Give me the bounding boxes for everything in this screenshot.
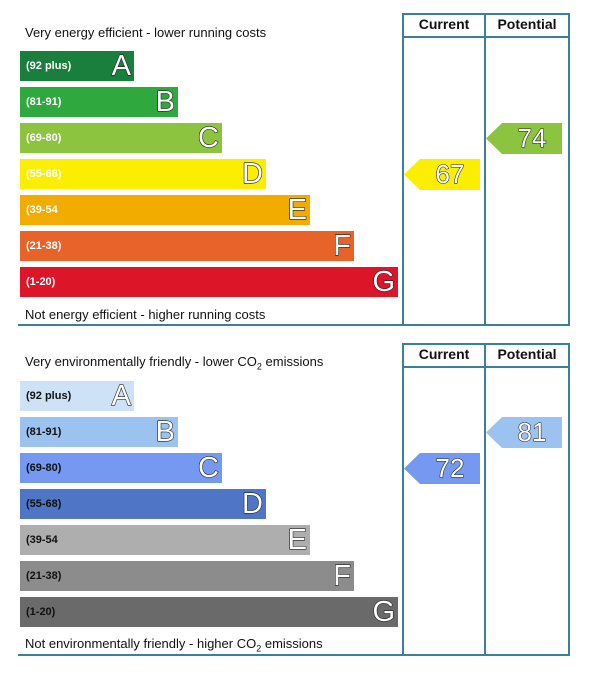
band-range-label: (1-20) [26, 276, 56, 288]
top-caption: Very energy efficient - lower running co… [25, 25, 267, 40]
frame-top [404, 343, 570, 345]
frame-divider-current [402, 13, 404, 326]
band-range-label: (81-91) [26, 426, 62, 438]
current-header: Current [418, 346, 470, 362]
potential-rating-arrow: 74 [486, 123, 562, 154]
band-letter: C [197, 451, 219, 484]
frame-header-line [404, 36, 570, 38]
band-b: (81-91) B [20, 415, 178, 449]
bottom-caption-subscript: 2 [256, 643, 262, 654]
frame-divider-potential [484, 13, 486, 326]
top-caption: Very environmentally friendly - lower CO… [25, 354, 323, 372]
band-g: (1-20) G [20, 595, 398, 629]
band-b: (81-91) B [20, 85, 178, 119]
band-letter: A [111, 379, 132, 412]
band-e: (39-54 E [20, 193, 310, 227]
top-caption-end: emissions [261, 354, 324, 369]
bottom-caption: Not energy efficient - higher running co… [25, 307, 266, 322]
energy-efficiency-chart: Current Potential Very energy efficient … [18, 13, 570, 326]
current-rating-arrow: 67 [404, 159, 480, 190]
frame-right [568, 343, 570, 656]
band-g: (1-20) G [20, 265, 398, 299]
band-letter: C [197, 121, 219, 154]
band-d: (55-68) D [20, 487, 266, 521]
band-range-label: (39-54 [26, 204, 58, 216]
band-range-label: (81-91) [26, 96, 62, 108]
band-range-label: (92 plus) [26, 60, 72, 72]
band-range-label: (39-54 [26, 534, 58, 546]
current-rating-arrow: 72 [404, 453, 480, 484]
band-range-label: (55-68) [26, 168, 62, 180]
band-range-label: (69-80) [26, 132, 62, 144]
potential-rating-value: 81 [517, 417, 547, 448]
band-letter: A [111, 49, 132, 82]
band-letter: D [241, 157, 263, 190]
frame-top [404, 13, 570, 15]
frame-bottom [18, 654, 570, 656]
environmental-impact-chart: Current Potential Very environmentally f… [18, 343, 570, 656]
current-rating-value: 72 [435, 453, 465, 484]
band-letter: E [287, 193, 308, 226]
bottom-caption-text: Not environmentally friendly - higher CO [25, 636, 257, 651]
bottom-caption: Not environmentally friendly - higher CO… [25, 636, 323, 654]
band-range-label: (21-38) [26, 570, 62, 582]
band-f: (21-38) F [20, 229, 354, 263]
frame-right [568, 13, 570, 326]
band-e: (39-54 E [20, 523, 310, 557]
band-letter: F [333, 559, 352, 592]
frame-bottom [18, 324, 570, 326]
top-caption-subscript: 2 [256, 361, 262, 372]
band-letter: F [333, 229, 352, 262]
frame-header-line [404, 366, 570, 368]
current-header: Current [418, 16, 470, 32]
band-range-label: (21-38) [26, 240, 62, 252]
band-a: (92 plus) A [20, 49, 134, 83]
potential-header: Potential [497, 16, 557, 32]
band-c: (69-80) C [20, 121, 222, 155]
band-letter: G [372, 265, 396, 298]
frame-divider-current [402, 343, 404, 656]
frame-divider-potential [484, 343, 486, 656]
band-d: (55-68) D [20, 157, 266, 191]
band-f: (21-38) F [20, 559, 354, 593]
potential-header: Potential [497, 346, 557, 362]
current-rating-value: 67 [435, 159, 465, 190]
band-letter: D [241, 487, 263, 520]
band-range-label: (1-20) [26, 606, 56, 618]
potential-rating-arrow: 81 [486, 417, 562, 448]
band-letter: B [155, 415, 176, 448]
band-letter: B [155, 85, 176, 118]
band-a: (92 plus) A [20, 379, 134, 413]
band-letter: G [372, 595, 396, 628]
band-range-label: (92 plus) [26, 390, 72, 402]
potential-rating-value: 74 [517, 123, 547, 154]
band-c: (69-80) C [20, 451, 222, 485]
band-range-label: (55-68) [26, 498, 62, 510]
band-letter: E [287, 523, 308, 556]
bottom-caption-end: emissions [261, 636, 323, 651]
band-range-label: (69-80) [26, 462, 62, 474]
top-caption-text: Very environmentally friendly - lower CO [25, 354, 257, 369]
